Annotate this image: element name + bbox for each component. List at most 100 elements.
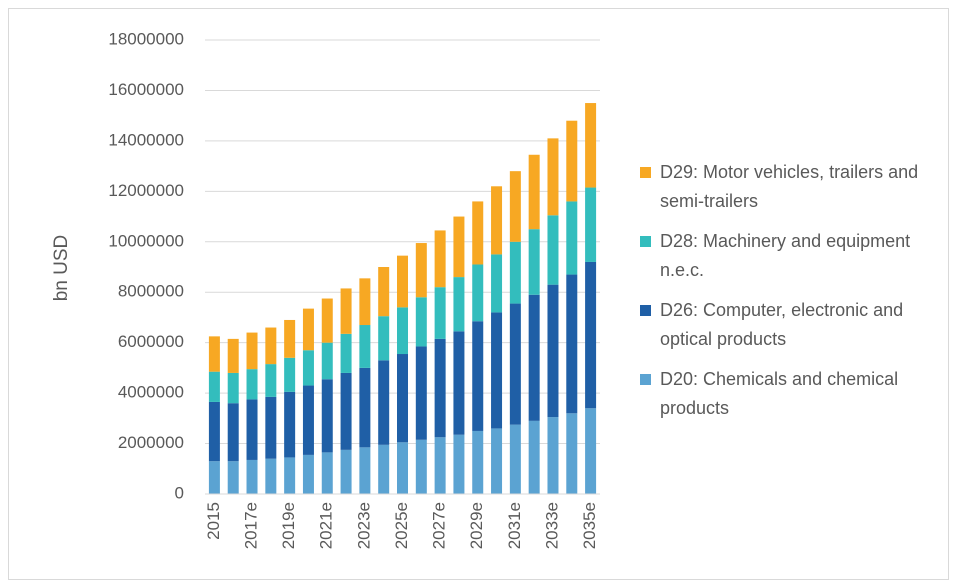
chart-frame — [8, 8, 949, 580]
bar-segment — [434, 338, 446, 438]
bar-segment — [453, 434, 465, 494]
bar-segment — [453, 331, 465, 435]
bar-segment — [472, 430, 484, 494]
legend-swatch — [640, 236, 651, 247]
bar-segment — [302, 308, 314, 351]
x-tick-label: 2025e — [392, 502, 411, 549]
bar-segment — [340, 372, 352, 450]
bar-segment — [491, 254, 503, 313]
bar-segment — [528, 154, 540, 230]
legend-entry: D26: Computer, electronic and optical pr… — [640, 296, 950, 354]
bar-segment — [359, 325, 371, 368]
x-tick-label: 2033e — [542, 502, 561, 549]
bar-segment — [359, 367, 371, 448]
bar-segment — [585, 261, 597, 409]
bar-segment — [378, 316, 390, 361]
y-tick-label: 8000000 — [118, 282, 184, 301]
legend-label: D26: Computer, electronic and optical pr… — [660, 300, 904, 349]
x-tick-label: 2021e — [317, 502, 336, 549]
bar-segment — [566, 413, 578, 494]
bar-segment — [491, 428, 503, 494]
legend-swatch — [640, 305, 651, 316]
x-tick-label: 2031e — [505, 502, 524, 549]
bar-segment — [509, 241, 521, 304]
bar-segment — [321, 298, 333, 343]
y-tick-label: 10000000 — [108, 231, 184, 250]
bar-segment — [585, 408, 597, 494]
bar-segment — [208, 461, 220, 494]
bar-segment — [397, 442, 408, 494]
bar-segment — [528, 420, 540, 494]
bar-segment — [284, 457, 296, 494]
x-tick-label: 2019e — [279, 502, 298, 549]
bar-segment — [227, 338, 239, 373]
bar-segment — [227, 372, 239, 404]
y-axis-title: bn USD — [51, 235, 72, 302]
bar-segment — [434, 287, 446, 339]
bar-segment — [246, 399, 258, 460]
bar-segment — [509, 424, 521, 494]
bar-segment — [453, 216, 465, 278]
bar-segment — [528, 294, 540, 421]
bar-segment — [528, 229, 540, 295]
bar-segment — [208, 371, 220, 402]
x-tick-label: 2035e — [580, 502, 599, 549]
bar-segment — [246, 332, 258, 370]
y-tick-label: 18000000 — [108, 29, 184, 48]
bar-segment — [547, 417, 559, 494]
bar-segment — [547, 138, 559, 216]
bar-segment — [284, 391, 296, 458]
bar-segment — [340, 449, 352, 494]
bar-segment — [415, 439, 427, 494]
bar-segment — [547, 284, 559, 418]
bar-segment — [284, 357, 296, 392]
y-tick-label: 14000000 — [108, 130, 184, 149]
legend-swatch — [640, 374, 651, 385]
bar-segment — [378, 444, 390, 494]
legend-label: D29: Motor vehicles, trailers and semi-t… — [660, 162, 919, 211]
bar-segment — [434, 437, 446, 494]
x-tick-label: 2027e — [430, 502, 449, 549]
bar-segment — [265, 396, 277, 459]
legend-label: D28: Machinery and equipment n.e.c. — [660, 231, 911, 280]
legend-entry: D20: Chemicals and chemical products — [640, 365, 950, 423]
legend-label: D20: Chemicals and chemical products — [660, 369, 899, 418]
y-tick-label: 16000000 — [108, 80, 184, 99]
legend: D29: Motor vehicles, trailers and semi-t… — [640, 158, 950, 434]
bar-segment — [302, 350, 314, 386]
bar-segment — [566, 120, 578, 202]
bar-segment — [585, 187, 597, 262]
bar-segment — [378, 267, 390, 317]
bar-segment — [208, 336, 220, 372]
bar-segment — [566, 274, 578, 414]
bar-segment — [547, 215, 559, 285]
x-tick-label: 2015 — [204, 502, 223, 540]
bar-segment — [246, 369, 258, 400]
bar-segment — [397, 307, 408, 355]
bar-segment — [397, 354, 408, 443]
legend-swatch — [640, 167, 651, 178]
bar-segment — [415, 346, 427, 440]
bar-segment — [265, 364, 277, 397]
bar-segment — [340, 333, 352, 373]
y-tick-label: 6000000 — [118, 332, 184, 351]
bar-segment — [359, 278, 371, 326]
x-tick-label: 2029e — [467, 502, 486, 549]
bar-segment — [472, 201, 484, 265]
bar-segment — [208, 401, 220, 462]
bar-segment — [359, 447, 371, 494]
bar-segment — [472, 321, 484, 431]
x-tick-label: 2017e — [242, 502, 261, 549]
bar-segment — [397, 255, 408, 308]
bar-segment — [321, 379, 333, 453]
bar-segment — [585, 103, 597, 188]
bar-segment — [265, 327, 277, 365]
bar-segment — [415, 297, 427, 347]
y-tick-label: 12000000 — [108, 181, 184, 200]
bar-segment — [227, 403, 239, 462]
bar-segment — [509, 171, 521, 242]
bar-segment — [302, 385, 314, 455]
bar-segment — [340, 288, 352, 334]
bar-segment — [453, 277, 465, 332]
